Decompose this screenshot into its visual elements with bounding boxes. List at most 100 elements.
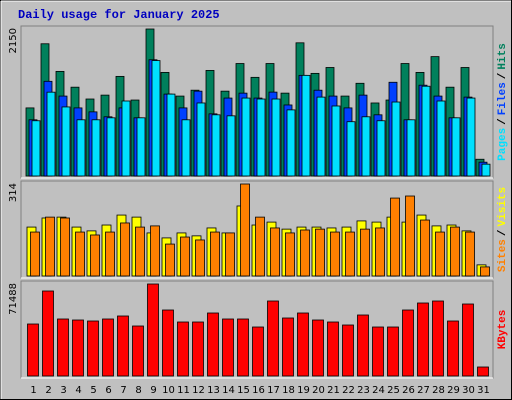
bar [315,228,325,277]
legend-separator: / [497,229,509,236]
bar [255,216,265,277]
bar [147,283,159,377]
bar [477,366,489,377]
x-tick-label: 25 [387,385,400,396]
x-tick-label: 8 [135,385,141,396]
x-tick-label: 10 [162,385,175,396]
bar [151,60,161,177]
bar [207,312,219,377]
x-tick-label: 6 [105,385,111,396]
bar [252,326,264,377]
legend: Pages / Files / Hits [497,43,509,161]
bar [136,117,146,177]
bar [225,232,235,277]
bar [222,318,234,377]
bar [270,227,280,277]
bar [480,266,490,277]
chart-title: Daily usage for January 2025 [18,8,220,22]
bar [46,91,56,177]
x-tick-label: 5 [90,385,96,396]
bar [211,114,221,177]
bar [42,290,54,377]
legend-entry: Sites [497,239,509,272]
bar [76,119,86,177]
bar [462,303,474,377]
bar [45,216,55,277]
x-tick-label: 15 [237,385,250,396]
bar [135,226,145,277]
x-tick-label: 23 [357,385,370,396]
bar [237,318,249,377]
bar [417,302,429,377]
x-tick-label: 2 [45,385,51,396]
bar [256,98,266,177]
bar [177,321,189,377]
bar [357,314,369,377]
bar [360,228,370,277]
legend-separator: / [497,72,509,79]
bar [121,100,131,177]
bar [31,120,41,177]
bar [450,226,460,277]
bar [402,309,414,377]
bar [57,318,69,377]
bar [466,97,476,177]
bar [481,163,491,177]
bar [375,227,385,277]
bar [27,323,39,377]
bar [390,197,400,277]
bar [331,105,341,177]
bar [165,243,175,277]
bar [387,326,399,377]
bar [345,231,355,277]
x-tick-label: 31 [477,385,490,396]
bar [346,121,356,177]
bar [312,319,324,377]
x-tick-label: 9 [150,385,156,396]
bar [117,315,129,377]
bar [451,117,461,177]
bar [327,321,339,377]
legend-entry: Hits [497,43,509,69]
bar [61,106,71,177]
y-tick-label: 2150 [8,28,19,53]
bar [447,320,459,377]
bar [106,117,116,177]
bar [420,219,430,277]
bar [300,229,310,277]
bar [180,236,190,277]
bar [132,325,144,377]
x-tick-label: 12 [192,385,205,396]
x-tick-label: 7 [120,385,126,396]
bar [465,231,475,277]
bar [226,115,236,177]
legend-entry: Visits [497,187,509,227]
x-tick-label: 19 [297,385,310,396]
bar [330,231,340,277]
bar [267,300,279,377]
x-tick-label: 11 [177,385,190,396]
x-tick-label: 21 [327,385,340,396]
legend-entry: Files [497,82,509,115]
bar [435,231,445,277]
legend-separator: / [497,118,509,125]
bar [90,234,100,277]
x-tick-label: 20 [312,385,325,396]
bar [196,102,206,177]
bar [241,97,251,177]
bar [195,239,205,277]
bar [210,231,220,277]
legend: KBytes [497,310,509,350]
bar [91,119,101,177]
x-tick-label: 3 [60,385,66,396]
x-tick-label: 4 [75,385,81,396]
bar [120,222,130,277]
x-tick-label: 29 [447,385,460,396]
bar [162,309,174,377]
x-tick-label: 28 [432,385,445,396]
x-tick-label: 14 [222,385,235,396]
bar [316,96,326,177]
bar [342,324,354,377]
bar [105,231,115,277]
bar [406,119,416,177]
